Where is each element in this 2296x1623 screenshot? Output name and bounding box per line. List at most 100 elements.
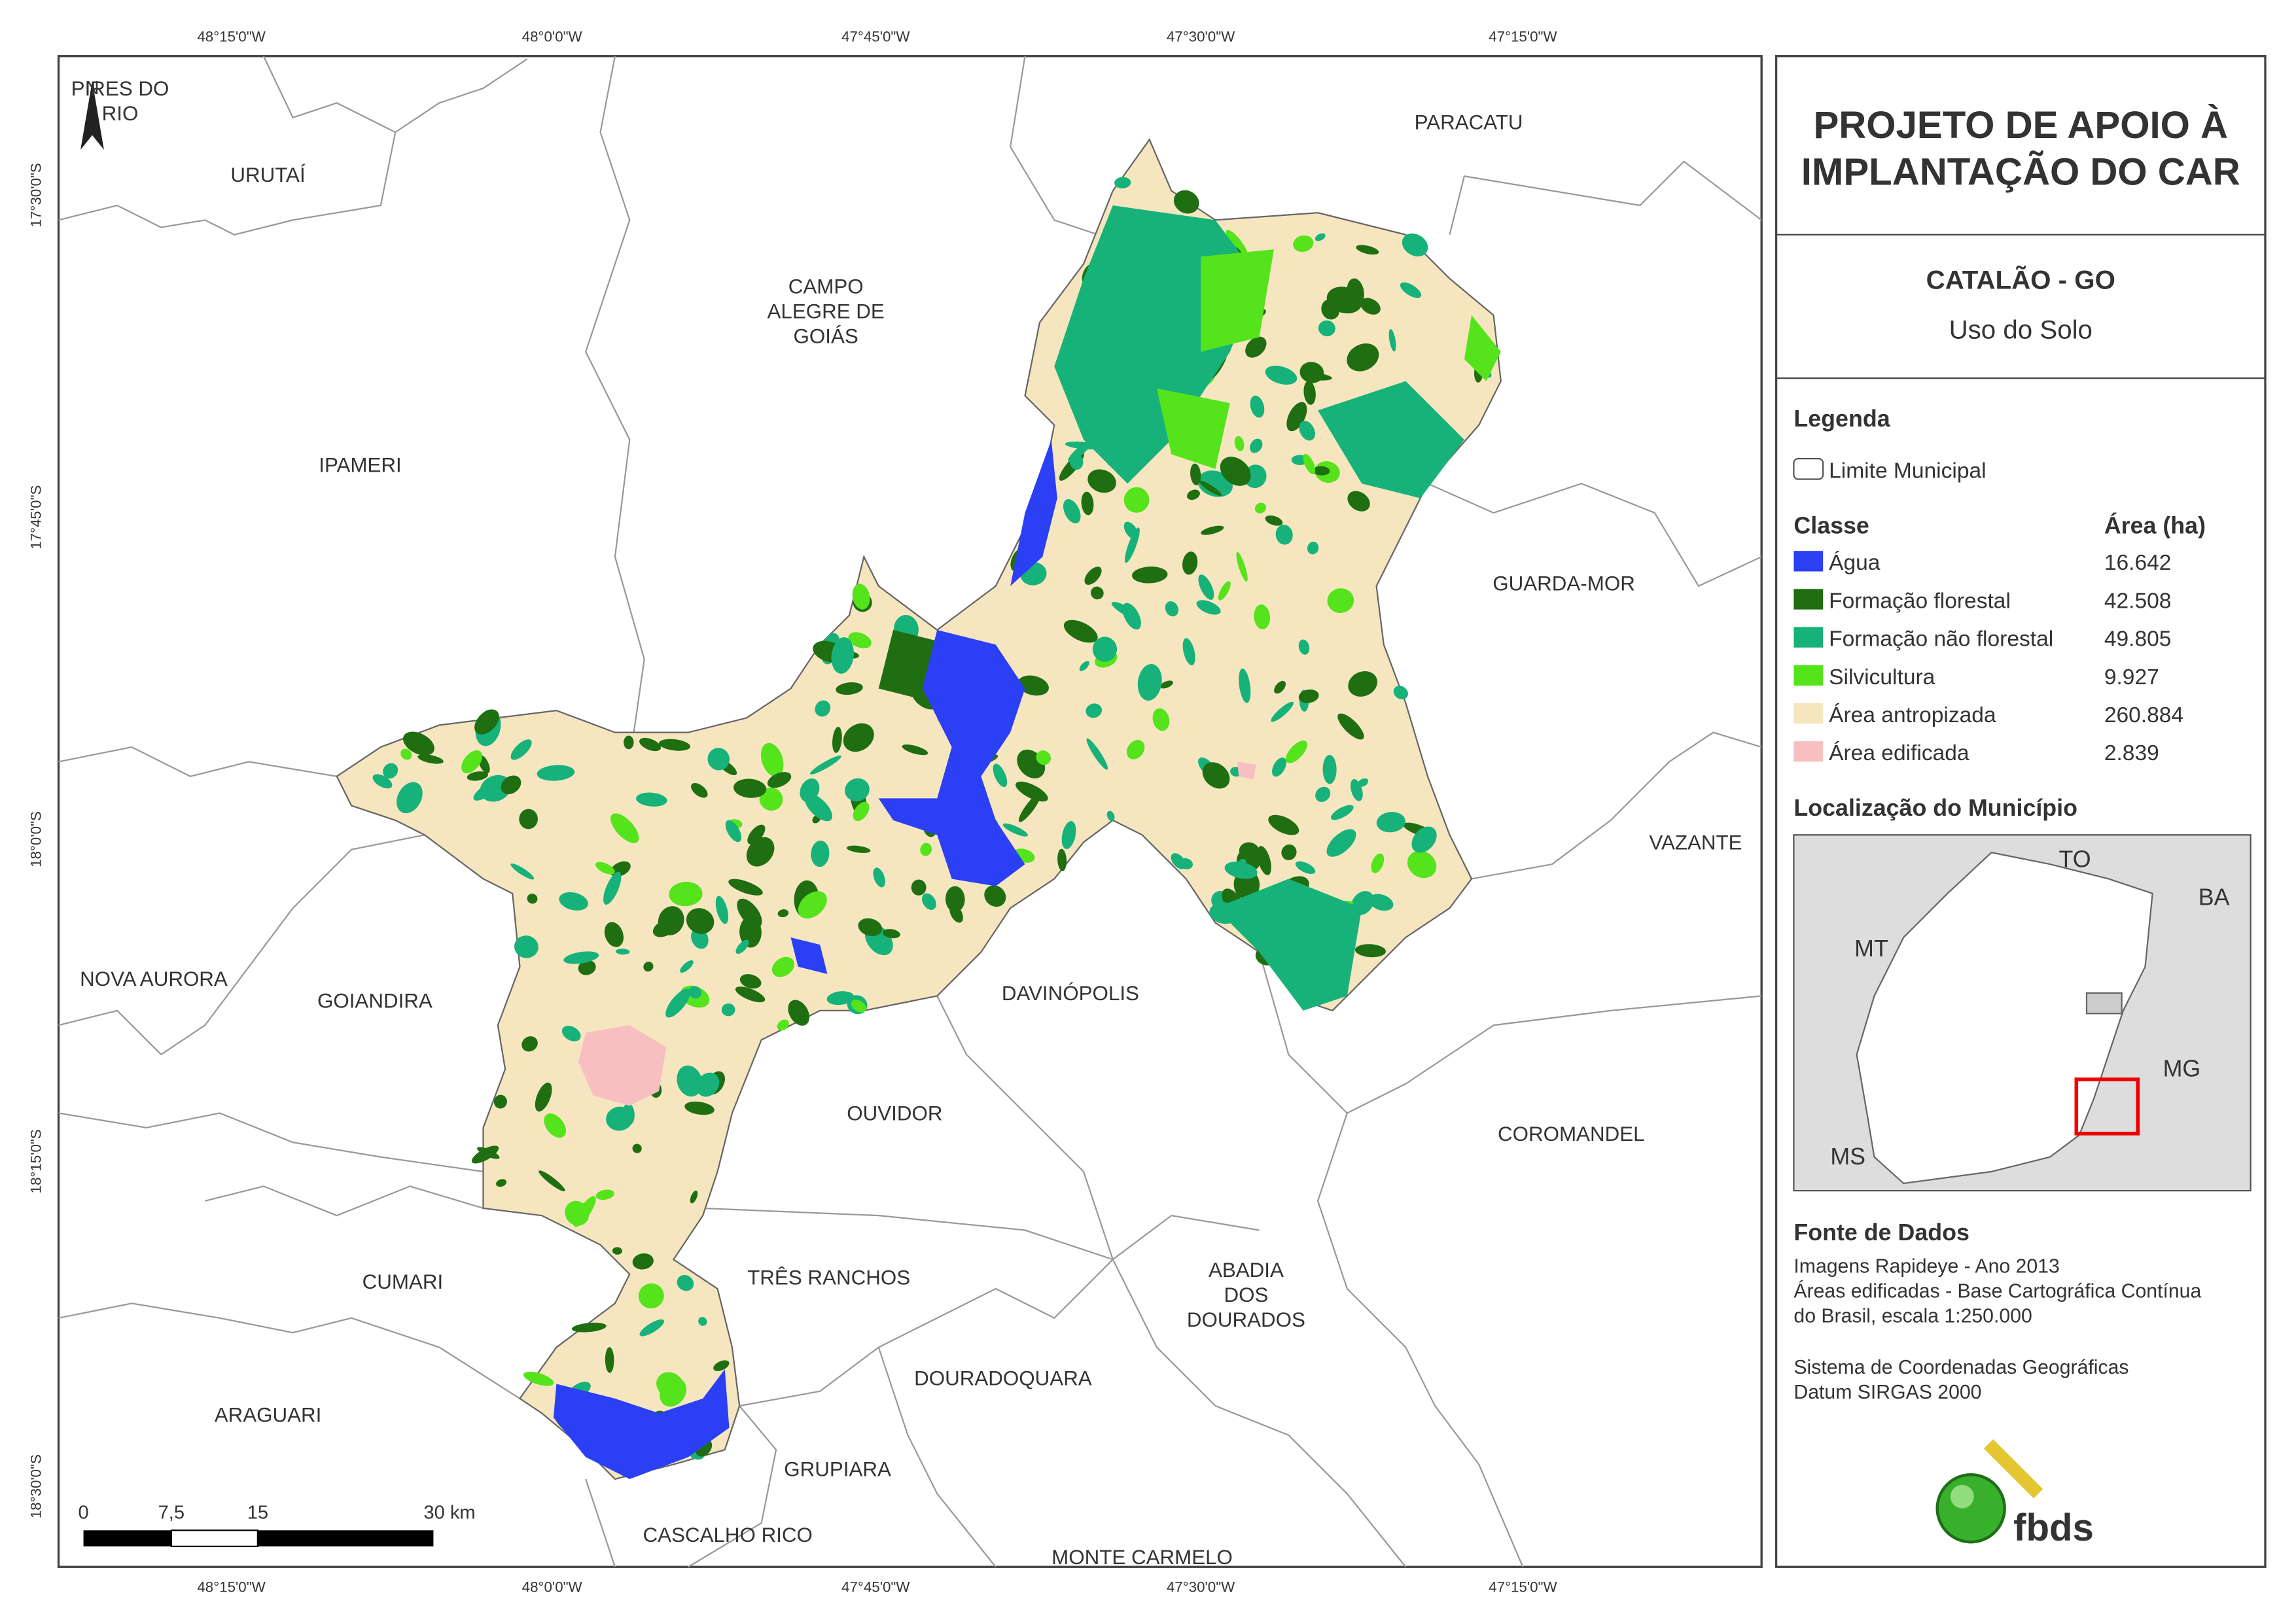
cover-patch <box>563 951 599 964</box>
cover-patch <box>571 1322 607 1333</box>
cover-patch <box>1315 233 1326 241</box>
cover-patch <box>1125 527 1140 563</box>
cover-patch <box>696 1072 720 1097</box>
municipality-label: GOIANDIRA <box>317 989 433 1012</box>
cover-patch <box>1010 440 1057 586</box>
municipality-label: DOS <box>1224 1283 1268 1306</box>
cover-patch <box>1271 701 1294 722</box>
cover-patch <box>461 750 483 774</box>
class-area: 49.805 <box>2104 627 2172 652</box>
class-name: Silvicultura <box>1829 665 1935 689</box>
cover-patch <box>1272 758 1286 777</box>
cover-patch <box>1407 850 1437 879</box>
cover-patch <box>798 891 827 919</box>
cover-patch <box>677 1275 694 1291</box>
longitude-label: 47°15'0"W <box>1489 1579 1557 1595</box>
cover-patch <box>1326 829 1356 857</box>
municipality-label: MONTE CARMELO <box>1051 1546 1233 1569</box>
cover-patch <box>1063 620 1098 643</box>
cover-patch <box>1307 542 1319 555</box>
side-panel <box>1775 55 2267 1568</box>
boundary <box>58 1112 484 1173</box>
logo <box>1935 1439 2043 1544</box>
cover-patch <box>537 765 575 781</box>
location-highlight <box>2074 1077 2140 1136</box>
cover-patch <box>1245 336 1267 358</box>
state-label: MT <box>1854 935 1888 962</box>
cover-patch <box>1156 388 1230 469</box>
cover-patch <box>1318 381 1464 498</box>
class-name: Área antropizada <box>1829 703 1996 727</box>
cover-patch <box>790 937 828 974</box>
cover-patch <box>1368 894 1394 911</box>
cover-patch <box>652 919 677 937</box>
cover-patch <box>713 1360 730 1371</box>
cover-patch <box>843 723 874 752</box>
cover-patch <box>1061 821 1076 849</box>
cover-patch <box>1086 738 1108 770</box>
cover-patch <box>921 893 936 910</box>
municipality-label: PARACATU <box>1415 111 1523 134</box>
scale-segment <box>83 1530 171 1546</box>
cover-patch <box>514 935 539 958</box>
cover-patch <box>1464 315 1501 381</box>
cover-patch <box>1265 366 1298 385</box>
cover-patch <box>561 1026 581 1041</box>
cover-patch <box>1199 480 1222 496</box>
class-swatch <box>1793 703 1824 724</box>
cover-patch <box>1298 689 1319 703</box>
cover-patch <box>1106 811 1115 822</box>
state-label: TO <box>2059 846 2091 873</box>
municipality-label: VAZANTE <box>1649 831 1742 854</box>
cover-patch <box>565 1200 590 1226</box>
municipality-label: ARAGUARI <box>215 1404 322 1427</box>
cover-patch <box>1281 844 1297 860</box>
cover-patch <box>728 879 763 896</box>
cover-patch <box>739 916 762 948</box>
longitude-label: 47°30'0"W <box>1167 1579 1235 1595</box>
longitude-label: 47°45'0"W <box>841 1579 910 1595</box>
cover-patch <box>544 1113 566 1138</box>
boundary <box>688 1405 777 1568</box>
cover-patch <box>493 1094 507 1109</box>
cover-patch <box>523 1371 554 1386</box>
scale-label: 0 <box>78 1502 88 1523</box>
class-swatch <box>1793 665 1824 686</box>
cover-patch <box>949 904 963 923</box>
cover-patch <box>1268 814 1299 835</box>
class-swatch <box>1793 627 1824 648</box>
class-swatch <box>1793 741 1824 762</box>
cover-patch <box>1303 453 1316 474</box>
cover-patch <box>688 986 702 999</box>
latitude-label: 17°30'0"S <box>28 163 44 227</box>
scale-label: 15 <box>247 1502 268 1523</box>
cover-patch <box>858 918 883 936</box>
cover-patch <box>1295 861 1316 874</box>
class-name: Água <box>1829 551 1881 575</box>
boundary <box>1449 160 1762 236</box>
boundary <box>703 1207 1260 1261</box>
cover-patch <box>1084 567 1102 585</box>
boundary <box>1427 483 1762 587</box>
boundary <box>58 58 528 236</box>
cover-patch <box>1318 320 1335 337</box>
cover-patch <box>846 845 871 853</box>
cover-patch <box>1388 328 1396 352</box>
municipality-label: DAVINÓPOLIS <box>1002 982 1139 1005</box>
cover-patch <box>725 820 742 843</box>
scale-segment <box>170 1529 258 1548</box>
municipality-label: TRÊS RANCHOS <box>747 1266 910 1289</box>
cover-patch <box>553 1369 730 1479</box>
cover-patch <box>777 1019 789 1031</box>
source-line: Sistema de Coordenadas Geográficas <box>1793 1357 2128 1378</box>
cover-patch <box>1236 551 1248 582</box>
cover-patch <box>826 991 855 1005</box>
cover-patch <box>945 886 965 913</box>
cover-patch <box>1092 637 1118 662</box>
class-area: 9.927 <box>2104 665 2159 689</box>
cover-patch <box>1354 944 1386 958</box>
cover-patch <box>1254 502 1266 514</box>
municipality-label: COROMANDEL <box>1498 1123 1645 1145</box>
boundary <box>58 746 337 777</box>
